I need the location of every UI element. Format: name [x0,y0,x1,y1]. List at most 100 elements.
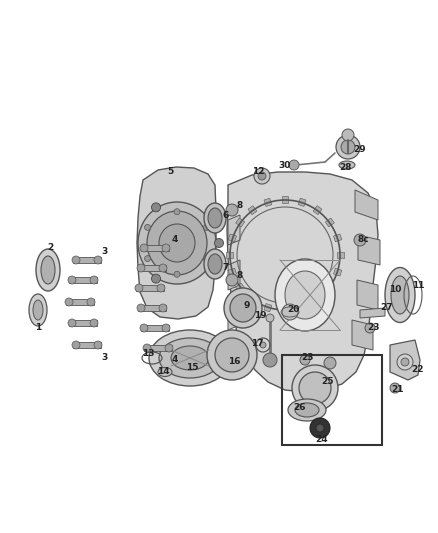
Text: 29: 29 [354,146,366,155]
Circle shape [72,256,80,264]
Text: 8: 8 [237,200,243,209]
Circle shape [316,424,324,432]
Polygon shape [333,234,342,242]
Polygon shape [144,345,172,351]
Ellipse shape [204,203,226,233]
Ellipse shape [147,211,207,275]
Ellipse shape [224,288,262,328]
Text: 11: 11 [412,280,424,289]
Ellipse shape [138,202,216,284]
Text: 3: 3 [102,247,108,256]
Circle shape [324,357,336,369]
Circle shape [165,344,173,352]
Ellipse shape [159,338,221,378]
Polygon shape [73,257,101,263]
Ellipse shape [230,294,256,322]
Circle shape [226,274,238,286]
Polygon shape [333,268,342,276]
Circle shape [254,168,270,184]
Text: 19: 19 [254,311,266,319]
Circle shape [341,140,355,154]
Circle shape [65,298,73,306]
Circle shape [94,341,102,349]
Polygon shape [248,206,257,215]
Text: 1: 1 [35,324,41,333]
Ellipse shape [288,399,326,421]
Circle shape [263,353,277,367]
Circle shape [203,256,209,262]
Polygon shape [282,196,288,203]
Text: 23: 23 [367,324,379,333]
Polygon shape [282,307,288,314]
Ellipse shape [159,224,195,262]
Text: 13: 13 [142,350,154,359]
Polygon shape [236,218,245,227]
Text: 12: 12 [252,167,264,176]
Circle shape [162,324,170,332]
Ellipse shape [33,300,43,320]
Circle shape [152,274,160,283]
Circle shape [260,342,266,348]
Circle shape [390,383,400,393]
Ellipse shape [171,346,209,370]
Polygon shape [69,277,97,283]
Polygon shape [325,283,334,292]
Polygon shape [228,300,240,330]
Circle shape [72,341,80,349]
Text: 27: 27 [381,303,393,312]
Polygon shape [357,280,378,310]
Circle shape [162,244,170,252]
Circle shape [140,324,148,332]
Circle shape [258,172,266,180]
Ellipse shape [339,161,355,169]
Circle shape [90,276,98,284]
Circle shape [145,256,151,262]
Circle shape [365,323,375,333]
Polygon shape [73,342,101,348]
Text: 21: 21 [391,385,403,394]
Text: 2: 2 [47,244,53,253]
Polygon shape [141,245,169,251]
Circle shape [68,276,76,284]
Bar [282,355,382,445]
Text: 4: 4 [172,236,178,245]
Text: 7: 7 [223,263,229,272]
Circle shape [159,264,167,272]
Text: 10: 10 [389,286,401,295]
Ellipse shape [385,268,415,322]
Text: 14: 14 [157,367,170,376]
Circle shape [159,304,167,312]
Circle shape [401,358,409,366]
Ellipse shape [41,256,55,284]
Polygon shape [337,252,344,258]
Polygon shape [228,260,240,290]
Polygon shape [228,215,240,245]
Circle shape [137,264,145,272]
Polygon shape [313,206,322,215]
Text: 8c: 8c [357,236,369,245]
Circle shape [397,354,413,370]
Circle shape [140,244,148,252]
Text: 24: 24 [316,435,328,445]
Text: 6: 6 [223,211,229,220]
Polygon shape [390,340,420,380]
Circle shape [282,304,298,320]
Ellipse shape [208,208,222,228]
Text: 23: 23 [301,353,313,362]
Polygon shape [66,299,94,305]
Ellipse shape [299,372,331,404]
Ellipse shape [275,259,335,331]
Circle shape [226,204,238,216]
Circle shape [266,314,274,322]
Ellipse shape [149,330,231,386]
Polygon shape [248,295,257,304]
Circle shape [203,224,209,230]
Polygon shape [352,320,373,350]
Polygon shape [137,167,216,319]
Text: 20: 20 [287,305,299,314]
Circle shape [152,203,160,212]
Text: 17: 17 [251,340,263,349]
Circle shape [90,319,98,327]
Circle shape [157,284,165,292]
Polygon shape [228,234,237,242]
